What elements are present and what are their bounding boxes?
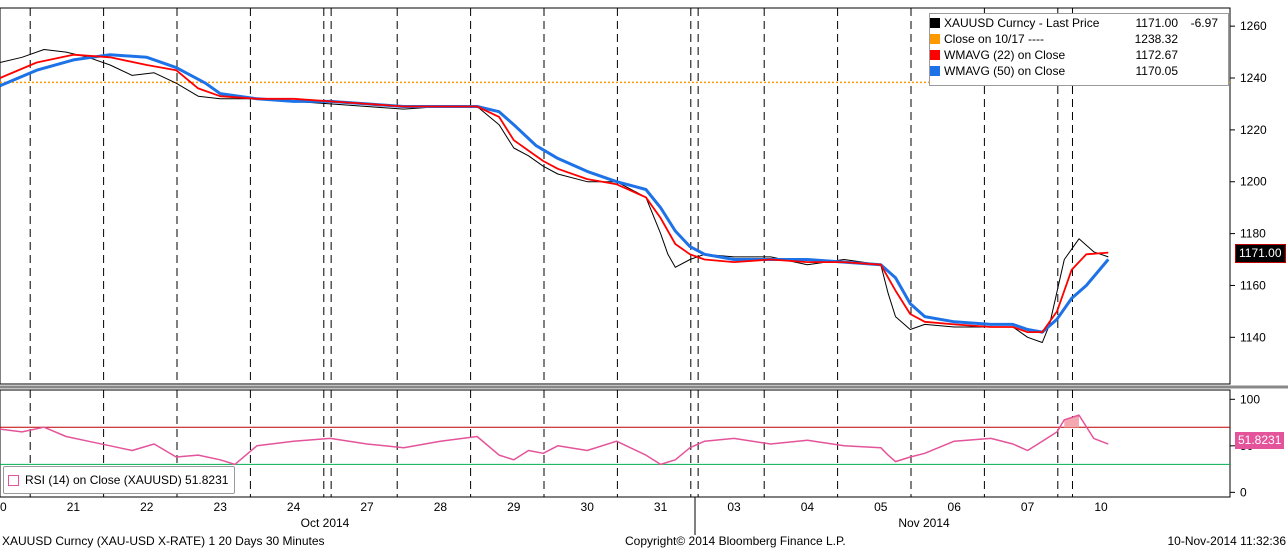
legend-row-last-price: XAUUSD Curncy - Last Price 1171.00 -6.97 [930, 15, 1228, 31]
y-tick-label-1160: 1160 [1240, 278, 1266, 292]
rsi-legend-swatch [8, 474, 19, 486]
legend-swatch-close-1017 [930, 34, 940, 44]
legend-row-wmavg-22: WMAVG (22) on Close 1172.67 [930, 47, 1228, 63]
x-tick-label-04-11: 04 [801, 500, 815, 514]
legend-value-close-1017: 1238.32 [1134, 32, 1178, 46]
rsi-legend: RSI (14) on Close (XAUUSD) 51.8231 [3, 466, 236, 494]
legend-row-close-1017: Close on 10/17 ---- 1238.32 [930, 31, 1228, 47]
y-tick-label-1180: 1180 [1240, 227, 1266, 241]
x-tick-label-23-3: 23 [214, 500, 228, 514]
x-tick-label-05-12: 05 [874, 500, 888, 514]
y-tick-label-1260: 1260 [1240, 19, 1267, 33]
rsi-y-tick-label-0: 0 [1240, 485, 1247, 499]
series-wmavg-50-line [0, 53, 1110, 334]
x-tick-label-22-2: 22 [140, 500, 154, 514]
y-tick-label-1240: 1240 [1240, 71, 1267, 85]
x-tick-label-21-1: 21 [67, 500, 81, 514]
legend-row-wmavg-50: WMAVG (50) on Close 1170.05 [930, 63, 1228, 79]
x-tick-label-29-7: 29 [507, 500, 521, 514]
legend-swatch-last-price [930, 18, 940, 28]
legend-label-wmavg-50: WMAVG (50) on Close [944, 64, 1066, 78]
x-month-label-oct: Oct 2014 [301, 516, 350, 530]
x-tick-label-10-15: 10 [1094, 500, 1108, 514]
y-tick-label-1200: 1200 [1240, 175, 1267, 189]
rsi-y-tick-label-100: 100 [1240, 392, 1260, 406]
x-tick-label-27-5: 27 [360, 500, 374, 514]
footer-timestamp: 10-Nov-2014 11:32:36 [1167, 534, 1286, 548]
legend-swatch-wmavg-50 [930, 66, 940, 76]
legend-swatch-wmavg-22 [930, 50, 940, 60]
x-tick-label-06-13: 06 [948, 500, 962, 514]
legend-value-wmavg-22: 1172.67 [1135, 48, 1179, 62]
last-price-tag: 1171.00 [1235, 244, 1286, 263]
series-wmavg-22-line [0, 53, 1109, 334]
x-tick-label-07-14: 07 [1021, 500, 1035, 514]
y-tick-label-1140: 1140 [1240, 330, 1266, 344]
rsi-overbought-fill [1064, 415, 1079, 428]
x-month-label-nov: Nov 2014 [898, 516, 950, 530]
x-tick-label-30-8: 30 [581, 500, 595, 514]
y-tick-label-1220: 1220 [1240, 123, 1267, 137]
legend-change-last-price: -6.97 [1190, 16, 1218, 30]
legend-label-last-price: XAUUSD Curncy - Last Price [944, 16, 1100, 30]
x-tick-label-28-6: 28 [434, 500, 448, 514]
x-tick-label-31-9: 31 [654, 500, 668, 514]
rsi-legend-label: RSI (14) on Close (XAUUSD) 51.8231 [25, 473, 229, 487]
footer-copyright: Copyright© 2014 Bloomberg Finance L.P. [625, 534, 846, 548]
legend-value-last-price: 1171.00 [1135, 16, 1179, 30]
x-tick-label-24-4: 24 [287, 500, 301, 514]
legend-label-close-1017: Close on 10/17 ---- [944, 32, 1045, 46]
footer-security-info: XAUUSD Curncy (XAU-USD X-RATE) 1 20 Days… [2, 534, 325, 548]
price-legend: XAUUSD Curncy - Last Price 1171.00 -6.97… [929, 13, 1229, 86]
x-tick-label-20-0: 20 [0, 500, 7, 514]
rsi-value-tag: 51.8231 [1235, 432, 1285, 449]
rsi-series-line [0, 414, 1109, 466]
legend-label-wmavg-22: WMAVG (22) on Close [944, 48, 1066, 62]
x-tick-label-03-10: 03 [727, 500, 741, 514]
legend-value-wmavg-50: 1170.05 [1135, 64, 1179, 78]
